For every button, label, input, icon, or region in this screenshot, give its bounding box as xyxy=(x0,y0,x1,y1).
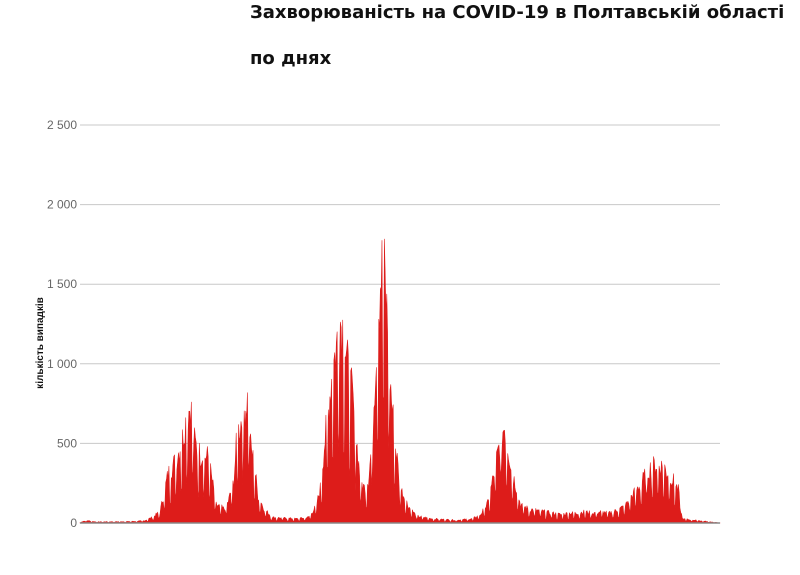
y-axis-tick-labels: 0 500 1 000 1 500 2 000 2 500 xyxy=(47,118,77,530)
area-mark xyxy=(79,238,721,524)
y-tick-label: 1 000 xyxy=(47,357,77,371)
y-tick-label: 0 xyxy=(70,516,77,530)
y-tick-label: 500 xyxy=(57,436,77,450)
y-tick-label: 2 500 xyxy=(47,118,77,132)
y-tick-label: 1 500 xyxy=(47,277,77,291)
area-series xyxy=(79,238,721,524)
chart-title-line2: по днях xyxy=(250,48,332,69)
chart-title-line1: Захворюваність на COVID-19 в Полтавській… xyxy=(250,2,785,23)
chart-title: Захворюваність на COVID-19 в Полтавській… xyxy=(250,0,790,72)
gridlines xyxy=(80,124,720,444)
y-axis-label: кількість випадків xyxy=(35,297,46,389)
y-tick-label: 2 000 xyxy=(47,198,77,212)
